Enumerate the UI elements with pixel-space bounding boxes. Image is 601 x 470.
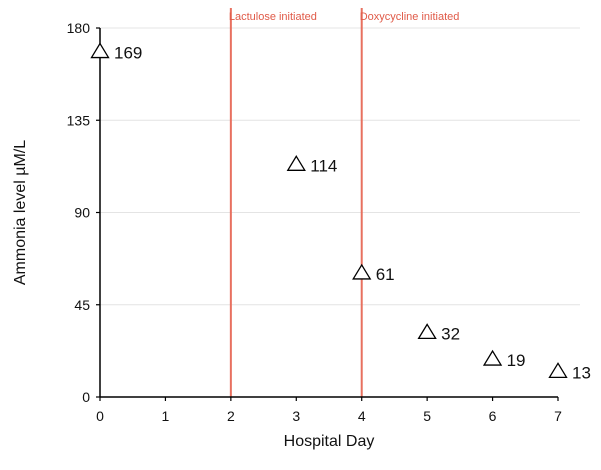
x-tick-label-0: 0 — [96, 408, 104, 424]
x-tick-label-3: 3 — [292, 408, 300, 424]
data-point-4 — [417, 323, 437, 340]
y-axis-title: Ammonia level µM/L — [12, 140, 29, 285]
y-tick-label-45: 45 — [74, 297, 90, 313]
x-tick-label-5: 5 — [423, 408, 431, 424]
data-points: 169 114 61 32 19 13 — [90, 42, 591, 382]
data-label-4: 32 — [441, 324, 460, 343]
data-point-1 — [90, 42, 110, 59]
data-point-5 — [482, 349, 503, 366]
data-point-2 — [286, 155, 306, 171]
annotation-label-1: Lactulose initiated — [229, 11, 317, 23]
y-tick-label-135: 135 — [67, 112, 91, 128]
x-tick-label-4: 4 — [358, 408, 366, 424]
data-label-2: 114 — [310, 156, 337, 175]
x-tick-label-7: 7 — [554, 408, 562, 424]
data-point-6 — [548, 362, 568, 378]
data-point-3 — [352, 263, 372, 280]
annotation-label-2: Doxycycline initiated — [360, 11, 460, 23]
annotations: Lactulose initiated Doxycycline initiated — [229, 8, 460, 397]
y-tick-label-90: 90 — [74, 205, 90, 221]
data-label-3: 61 — [376, 265, 395, 284]
x-axis-title: Hospital Day — [284, 433, 375, 450]
x-tick-label-2: 2 — [227, 408, 235, 424]
y-tick-label-0: 0 — [82, 389, 90, 405]
data-label-5: 19 — [507, 351, 526, 370]
data-label-6: 13 — [572, 363, 591, 382]
data-label-1: 169 — [114, 44, 142, 63]
x-tick-label-1: 1 — [162, 408, 170, 424]
x-tick-label-6: 6 — [489, 408, 497, 424]
grid — [100, 27, 580, 306]
y-tick-label-180: 180 — [67, 20, 91, 36]
